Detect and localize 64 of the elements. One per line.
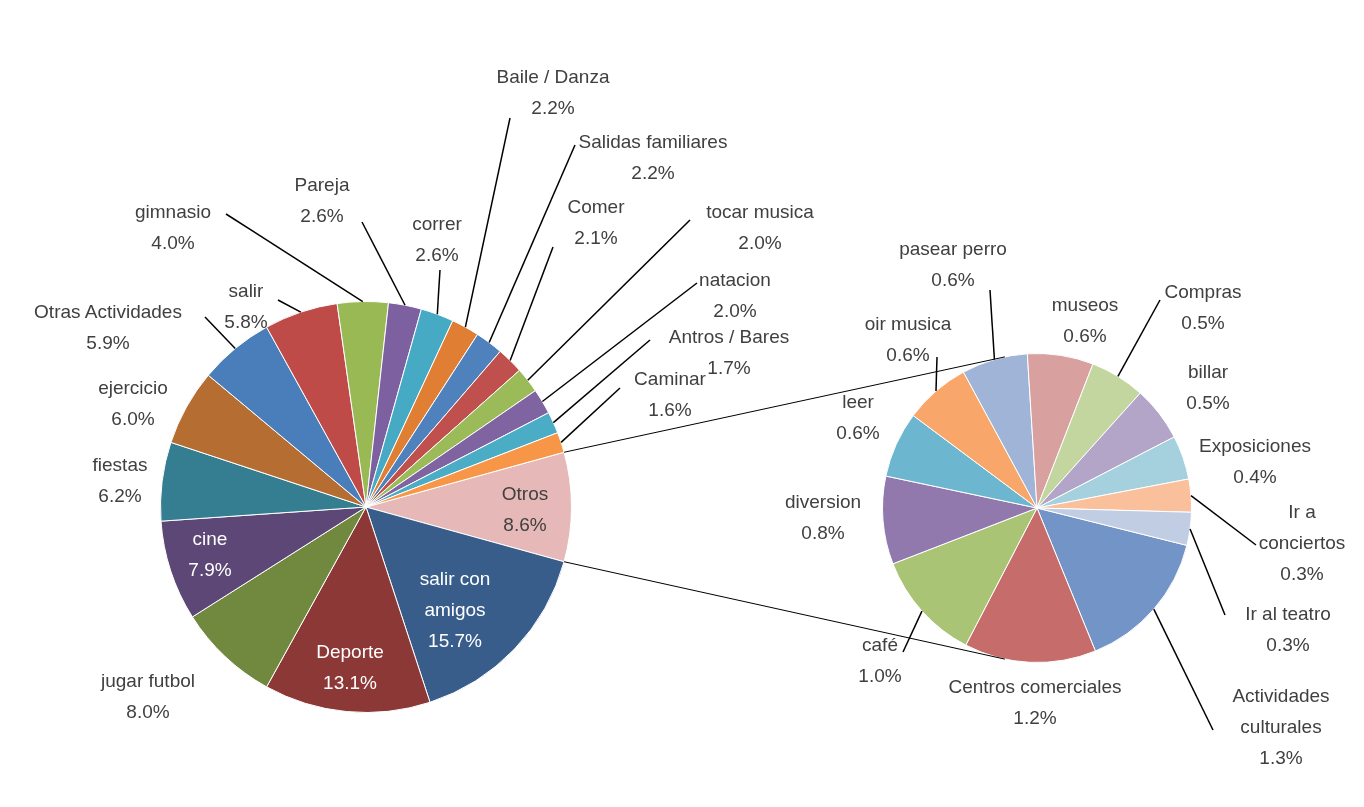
data-label: 7.9% [188,559,232,581]
slice-label: Baile / Danza [496,66,610,88]
data-label: 2.0% [713,300,757,322]
data-label: 2.6% [415,244,459,266]
slice-label: salir [228,280,265,302]
data-label: 1.7% [707,357,751,379]
slice-label: Actividades culturales [1232,685,1330,738]
slice-label: jugar futbol [99,670,196,692]
data-label: 0.4% [1233,466,1277,488]
slice-label: café [862,634,898,656]
slice-label: Deporte [316,641,384,663]
data-label: 0.6% [1063,325,1107,347]
slice-label: Ir al teatro [1245,603,1331,625]
slice-label: cine [192,528,228,550]
data-label: 0.3% [1280,563,1324,585]
slice-label: gimnasio [134,201,212,223]
slice-label: leer [842,391,875,413]
slice-label: fiestas [92,454,148,476]
data-label: 0.6% [931,269,975,291]
data-label: 0.6% [886,344,930,366]
data-label: 6.2% [98,485,142,507]
data-label: 0.3% [1266,634,1310,656]
data-label: 1.3% [1259,747,1303,769]
slice-label: billar [1187,361,1229,383]
slice-label: Exposiciones [1199,435,1311,457]
slice-label: Pareja [294,174,350,196]
slice-label: Ir a conciertos [1258,501,1346,554]
slice-label: Antros / Bares [668,326,790,348]
data-label: 15.7% [428,630,483,652]
data-label: 2.1% [574,227,618,249]
slice-label: Compras [1164,281,1242,303]
data-label: 1.0% [858,665,902,687]
data-label: 5.9% [86,332,130,354]
slice-label: correr [412,213,463,235]
data-label: 2.2% [531,97,575,119]
slice-label: ejercicio [98,377,168,399]
data-label: 0.6% [836,422,880,444]
slice-label: Otras Actividades [34,301,182,323]
data-label: 2.2% [631,162,675,184]
data-label: 6.0% [111,408,155,430]
data-label: 5.8% [224,311,268,333]
data-label: 2.6% [300,205,344,227]
slice-label: pasear perro [899,238,1007,260]
slice-label: museos [1051,294,1119,316]
data-label: 0.8% [801,522,845,544]
slice-label: diversion [784,491,862,513]
slice-label: Comer [567,196,626,218]
data-label: 2.0% [738,232,782,254]
slice-label: Salidas familiares [578,131,728,153]
slice-label: Otros [501,483,549,505]
slice-label: oir musica [864,313,952,335]
slice-label: tocar musica [706,201,815,223]
data-label: 13.1% [323,672,378,694]
data-label: 1.6% [648,399,692,421]
data-label: 0.5% [1186,392,1230,414]
data-label: 8.6% [503,514,547,536]
slice-label: Centros comerciales [948,676,1122,698]
data-label: 8.0% [126,701,170,723]
slice-label: salir con amigos [419,568,491,621]
data-label: 4.0% [151,232,195,254]
data-label: 0.5% [1181,312,1225,334]
data-label: 1.2% [1013,707,1057,729]
slice-label: natacion [699,269,771,291]
slice-label: Caminar [634,368,707,390]
